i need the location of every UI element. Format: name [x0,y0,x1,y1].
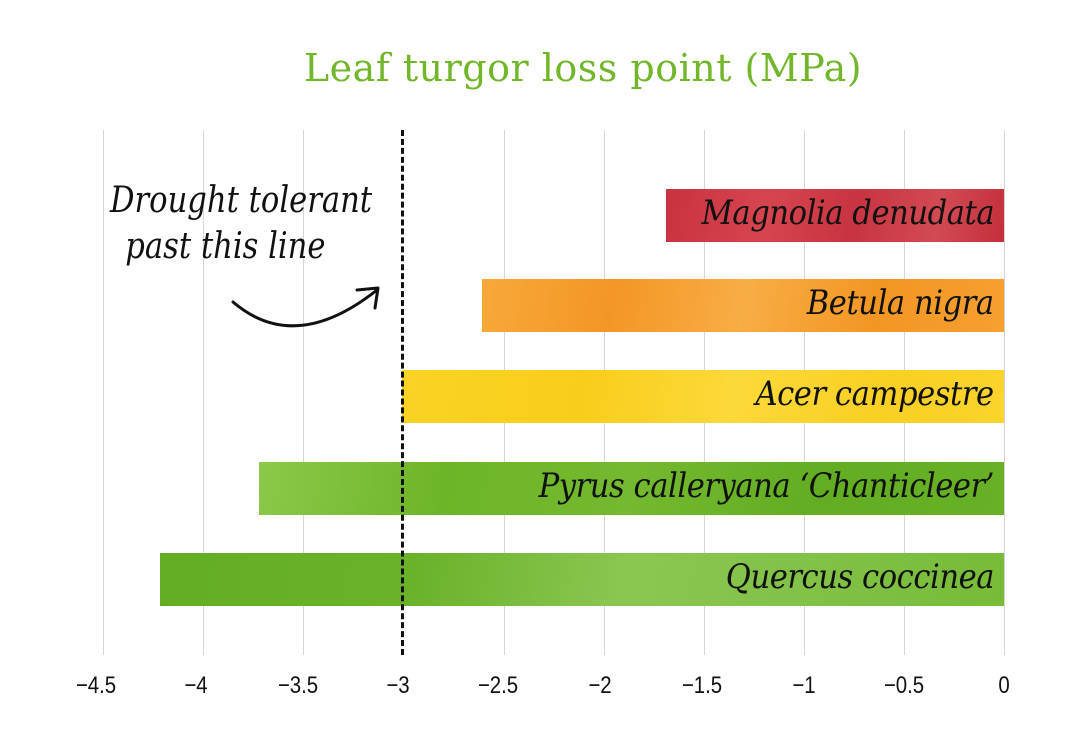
bar-acer-campestre: Acer campestre [402,370,1004,423]
gridline [103,130,104,655]
bar-label: Quercus coccinea [725,557,995,597]
bar-label: Magnolia denudata [701,193,994,233]
x-tick-label: −3 [386,672,410,699]
x-tick-label: −2 [588,672,612,699]
bar-pyrus-calleryana: Pyrus calleryana ‘Chanticleer’ [259,462,1004,515]
x-tick-label: −3.5 [277,672,319,699]
x-tick-label: −2.5 [477,672,519,699]
bar-label: Pyrus calleryana ‘Chanticleer’ [538,466,995,506]
x-tick-label: −4 [184,672,208,699]
drought-threshold-line [401,130,404,655]
bar-betula-nigra: Betula nigra [482,279,1004,332]
chart-title: Leaf turgor loss point (MPa) [303,46,863,90]
bar-label: Acer campestre [755,374,995,414]
bar-quercus-coccinea: Quercus coccinea [160,553,1004,606]
bar-label: Betula nigra [807,283,994,323]
gridline [303,130,304,655]
x-tick-label: −1 [792,672,816,699]
gridline-zero [1004,130,1005,655]
bar-magnolia-denudata: Magnolia denudata [666,189,1004,242]
x-tick-label: −4.5 [75,672,117,699]
gridline [203,130,204,655]
curved-arrow-icon [231,286,380,328]
annotation-line-1: Drought tolerant [110,180,373,221]
annotation-line-2: past this line [125,226,326,267]
x-tick-label: −1.5 [681,672,723,699]
x-tick-label: 0 [998,672,1010,699]
x-tick-label: −0.5 [883,672,925,699]
drought-annotation: Drought tolerant past this line [110,178,372,270]
